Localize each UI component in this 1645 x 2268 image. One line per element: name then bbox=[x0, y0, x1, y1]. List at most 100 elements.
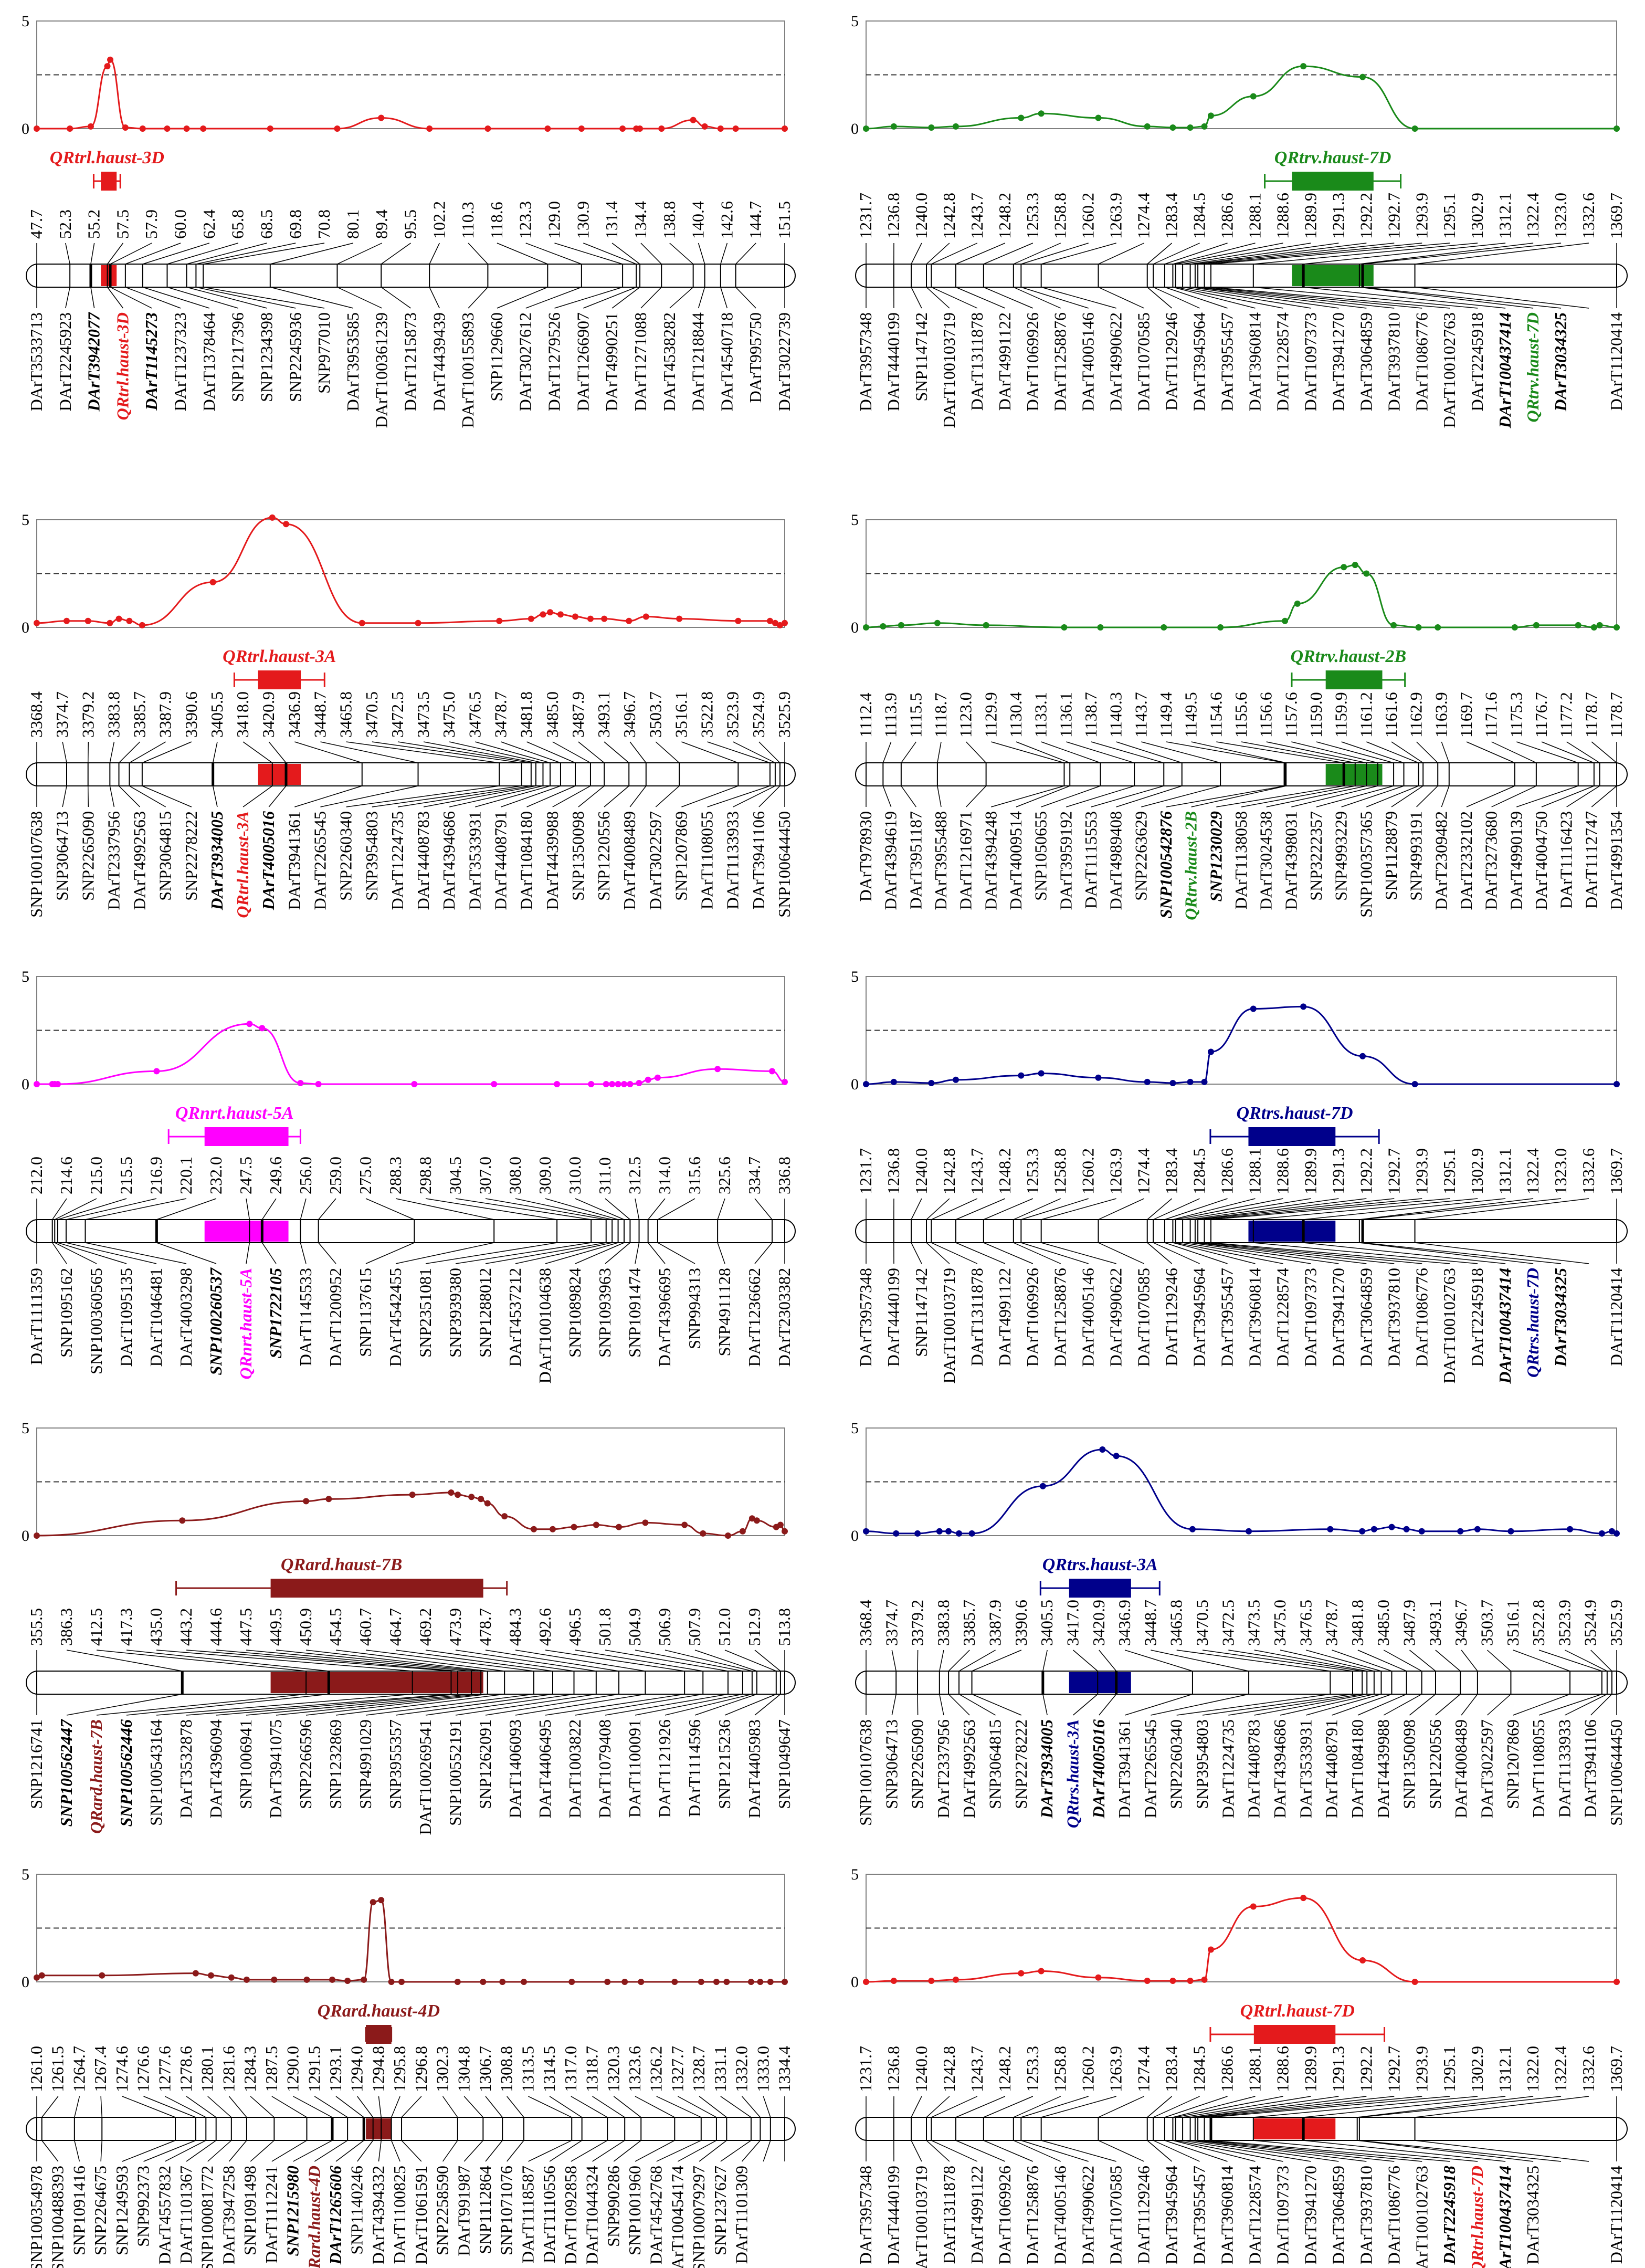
lod-point bbox=[1575, 622, 1581, 628]
marker-name: SNP1234398 bbox=[257, 312, 276, 402]
marker-name: DArT3034325 bbox=[1551, 1268, 1570, 1367]
marker-position: 1258.8 bbox=[1051, 1148, 1070, 1194]
lod-point bbox=[267, 125, 273, 132]
name-connector bbox=[1303, 2140, 1506, 2162]
marker-position: 3485.0 bbox=[1374, 1600, 1393, 1646]
name-connector bbox=[1591, 785, 1617, 807]
name-connector bbox=[429, 287, 440, 309]
lod-point bbox=[766, 617, 773, 624]
lod-point bbox=[621, 1979, 628, 1985]
marker-position: 469.2 bbox=[416, 1608, 435, 1646]
name-connector bbox=[552, 785, 591, 807]
marker-name: DArT1115553 bbox=[1081, 811, 1100, 909]
name-connector bbox=[983, 287, 1034, 309]
marker-name: DArT100102763 bbox=[1440, 312, 1459, 428]
marker-position: 3374.7 bbox=[52, 691, 71, 738]
lod-point bbox=[1411, 1081, 1418, 1087]
marker-position: 69.8 bbox=[286, 209, 304, 239]
position-connector bbox=[1153, 2096, 1200, 2118]
marker-position: 1287.5 bbox=[262, 2046, 281, 2092]
marker-name: SNP1095162 bbox=[57, 1268, 76, 1358]
position-connector bbox=[1341, 741, 1404, 763]
marker-position: 1274.4 bbox=[1134, 1148, 1153, 1194]
lod-point bbox=[863, 1528, 869, 1535]
marker-name: DArT1112747 bbox=[1581, 811, 1600, 909]
marker-name: DArT4394332 bbox=[368, 2166, 387, 2264]
position-connector bbox=[1176, 1650, 1331, 1672]
marker-position: 3472.5 bbox=[388, 691, 407, 738]
position-connector bbox=[1541, 741, 1595, 763]
position-connector bbox=[1153, 243, 1200, 265]
lod-point bbox=[893, 1530, 900, 1537]
marker-position: 3473.5 bbox=[1245, 1600, 1263, 1646]
marker-position: 1157.6 bbox=[1281, 692, 1300, 738]
position-connector bbox=[554, 243, 623, 265]
marker-name: SNP1091474 bbox=[625, 1268, 644, 1358]
position-connector bbox=[1332, 1650, 1392, 1672]
qtl-label: QRtrv.haust-2B bbox=[1290, 647, 1406, 666]
name-connector bbox=[1099, 1694, 1117, 1716]
lod-point bbox=[530, 1526, 537, 1532]
lod-point bbox=[334, 125, 341, 132]
panel-7B: 5 0 QRard.haust-7B 355.5 SNP1216741 386.3 SNP1… bbox=[22, 1420, 796, 1835]
marker-position: 3516.1 bbox=[1503, 1600, 1522, 1646]
name-connector bbox=[1190, 1242, 1339, 1264]
name-connector bbox=[270, 287, 354, 309]
marker-name: DArT1108055 bbox=[1529, 1719, 1548, 1818]
lod-point bbox=[547, 609, 554, 616]
marker-name: SNP992373 bbox=[134, 2166, 153, 2247]
marker-position: 1261.5 bbox=[48, 2046, 67, 2092]
marker-name: DArT3957348 bbox=[856, 312, 875, 411]
marker-name: SNP1217396 bbox=[228, 312, 247, 402]
lod-point bbox=[1095, 1074, 1102, 1081]
position-connector bbox=[656, 2096, 702, 2118]
marker-position: 1292.2 bbox=[1356, 1148, 1375, 1194]
marker-position: 1263.9 bbox=[1106, 1148, 1125, 1194]
marker-name: DArT4008489 bbox=[1451, 1719, 1470, 1818]
name-connector bbox=[515, 1242, 613, 1264]
lod-point bbox=[164, 125, 171, 132]
name-connector bbox=[391, 2140, 400, 2162]
lod-point bbox=[361, 1976, 367, 1983]
marker-position: 80.1 bbox=[343, 209, 362, 239]
position-connector bbox=[335, 2096, 364, 2118]
position-connector bbox=[699, 2096, 727, 2118]
qtl-interval-box bbox=[1069, 1579, 1131, 1598]
lod-point bbox=[484, 1500, 491, 1507]
lod-point bbox=[1018, 1072, 1025, 1079]
marker-position: 1248.2 bbox=[995, 1148, 1014, 1194]
marker-position: 1286.6 bbox=[1218, 2046, 1237, 2092]
marker-name: DArT1114596 bbox=[685, 1719, 704, 1817]
position-connector bbox=[575, 1198, 625, 1220]
lod-point bbox=[1300, 1895, 1307, 1902]
marker-position: 249.6 bbox=[266, 1157, 285, 1194]
marker-position: 3525.9 bbox=[1607, 1600, 1626, 1646]
name-connector bbox=[1383, 1694, 1422, 1716]
marker-position: 1283.4 bbox=[1162, 2046, 1181, 2092]
position-connector bbox=[110, 243, 152, 265]
marker-position: 1240.0 bbox=[912, 193, 931, 239]
marker-position: 3470.5 bbox=[1193, 1600, 1211, 1646]
marker-position: 1286.6 bbox=[1218, 1148, 1237, 1194]
marker-name: DArT3947258 bbox=[219, 2166, 238, 2264]
position-connector bbox=[268, 741, 287, 763]
name-connector bbox=[276, 1694, 481, 1716]
lod-point bbox=[104, 63, 111, 70]
position-connector bbox=[246, 1198, 250, 1220]
marker-position: 1258.8 bbox=[1051, 193, 1070, 239]
name-connector bbox=[423, 785, 536, 807]
marker-position: 1240.0 bbox=[912, 1148, 931, 1194]
marker-position: 334.7 bbox=[745, 1157, 764, 1194]
lod-point bbox=[604, 1979, 611, 1985]
marker-position: 1263.9 bbox=[1106, 193, 1125, 239]
marker-name: SNP2263629 bbox=[1131, 811, 1150, 901]
name-connector bbox=[698, 287, 705, 309]
position-connector bbox=[212, 741, 218, 763]
name-connector bbox=[1210, 1242, 1450, 1264]
name-connector bbox=[1176, 1694, 1331, 1716]
name-connector bbox=[318, 1242, 336, 1264]
marker-name: DArT1237323 bbox=[171, 312, 189, 411]
position-connector bbox=[365, 1650, 534, 1672]
lod-tick-label: 5 bbox=[22, 968, 29, 985]
name-connector bbox=[1409, 1694, 1436, 1716]
